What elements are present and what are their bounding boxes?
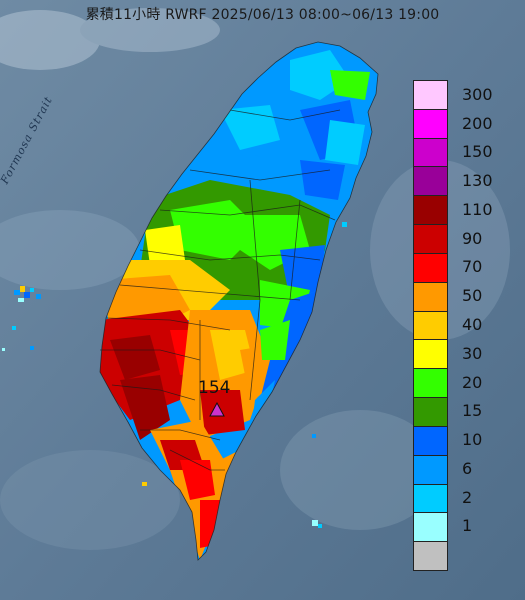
legend-swatch [414, 253, 447, 283]
legend-label: 110 [462, 199, 493, 219]
legend-swatch [414, 81, 447, 110]
legend-swatch [414, 138, 447, 168]
legend-swatch [414, 282, 447, 312]
legend-label: 6 [462, 458, 473, 478]
legend-label: 10 [462, 430, 483, 450]
penghu-rain-speckles [2, 222, 347, 528]
legend-label: 300 [462, 84, 493, 104]
max-rainfall-marker-icon [209, 401, 225, 417]
max-rainfall-value: 154 [198, 378, 231, 398]
legend-label: 50 [462, 286, 483, 306]
legend-label: 130 [462, 171, 493, 191]
legend-label [462, 540, 493, 569]
legend-swatch [414, 542, 447, 571]
cloud-texture [0, 8, 510, 550]
legend-label: 20 [462, 372, 483, 392]
legend-swatch [414, 109, 447, 139]
legend-swatch [414, 225, 447, 254]
legend-swatch [414, 513, 447, 543]
legend-label: 200 [462, 113, 493, 133]
legend-swatch [414, 311, 447, 341]
legend-label: 150 [462, 142, 493, 162]
legend-swatch [414, 167, 447, 197]
legend-swatch [414, 369, 447, 399]
legend-color-bar [413, 80, 448, 571]
legend-swatch [414, 398, 447, 427]
county-boundaries [99, 41, 379, 561]
legend-label: 30 [462, 343, 483, 363]
legend-swatch [414, 484, 447, 514]
legend-label: 2 [462, 487, 473, 507]
legend-label: 1 [462, 516, 473, 536]
legend-label: 40 [462, 315, 483, 334]
legend-label: 90 [462, 228, 483, 248]
legend-swatch [414, 426, 447, 456]
legend-swatch [414, 455, 447, 485]
legend-label: 15 [462, 401, 483, 421]
legend-swatch [414, 340, 447, 370]
legend-labels: 300 200 150 130 110 90 70 50 40 30 20 15 10 6 2 1 [462, 80, 493, 569]
legend-swatch [414, 196, 447, 226]
legend-label: 70 [462, 257, 483, 277]
map-title: 累積11小時 RWRF 2025/06/13 08:00~06/13 19:00 [85, 7, 440, 23]
